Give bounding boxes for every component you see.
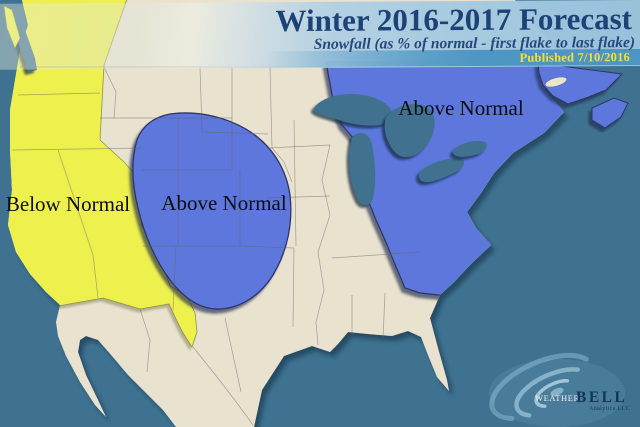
state-border-line (11, 147, 143, 151)
state-border-line (292, 247, 295, 328)
state-border-line (103, 66, 117, 119)
hurricane-swirl-icon (489, 352, 589, 422)
state-border-line (17, 92, 101, 96)
label-above-normal-northeast: Above Normal (398, 96, 524, 120)
weatherbell-logo: Weather BELL Analytics LLC (489, 352, 630, 427)
state-border-line (331, 251, 421, 259)
header-band: Winter 2016-2017 Forecast Snowfall (as %… (0, 0, 640, 70)
state-border-line (172, 245, 177, 311)
logo-tagline: Analytics LLC (589, 406, 630, 412)
state-border-line (293, 119, 297, 247)
state-border-line (192, 346, 254, 426)
logo-brand-bell: BELL (576, 389, 627, 406)
region-above-normal-plains (132, 112, 292, 310)
published-date: Published 7/10/2016 (519, 50, 630, 65)
region-above-normal-maritimes (537, 62, 624, 105)
state-border-line (382, 292, 386, 339)
swirl-arc (514, 367, 580, 418)
swirl-arc (534, 379, 570, 408)
lake-huron (384, 103, 435, 157)
label-below-normal: Below Normal (6, 192, 130, 216)
state-border-line (265, 195, 331, 199)
state-border-line (57, 149, 99, 299)
lake-superior (313, 94, 393, 126)
prince-edward-island (545, 76, 567, 88)
lake-erie (418, 157, 464, 183)
lake-michigan (349, 132, 376, 206)
swirl-eye (550, 387, 564, 397)
state-border-line (315, 144, 331, 346)
state-border-line (139, 308, 151, 373)
great-lakes (313, 94, 487, 206)
state-border-line (239, 245, 295, 249)
region-above-normal-nova-scotia (591, 97, 629, 129)
page-title: Winter 2016-2017 Forecast (275, 1, 632, 39)
lake-ontario (452, 140, 487, 157)
state-border-line (269, 66, 293, 183)
label-above-normal-plains: Above Normal (161, 191, 287, 215)
swirl-arc (489, 352, 589, 422)
state-border-line (224, 317, 242, 393)
state-border-line (267, 144, 331, 149)
logo-brand-weather: Weather (535, 393, 580, 403)
state-border-line (199, 66, 269, 135)
